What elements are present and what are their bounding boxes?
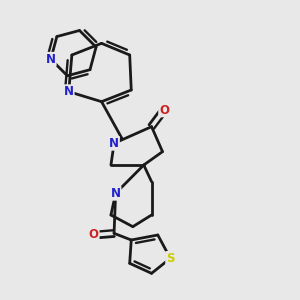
Text: N: N	[46, 53, 56, 66]
Text: S: S	[166, 252, 175, 265]
Text: N: N	[64, 85, 74, 98]
Text: N: N	[109, 137, 119, 150]
Text: N: N	[111, 187, 121, 200]
Text: O: O	[89, 229, 99, 242]
Text: O: O	[159, 103, 169, 116]
